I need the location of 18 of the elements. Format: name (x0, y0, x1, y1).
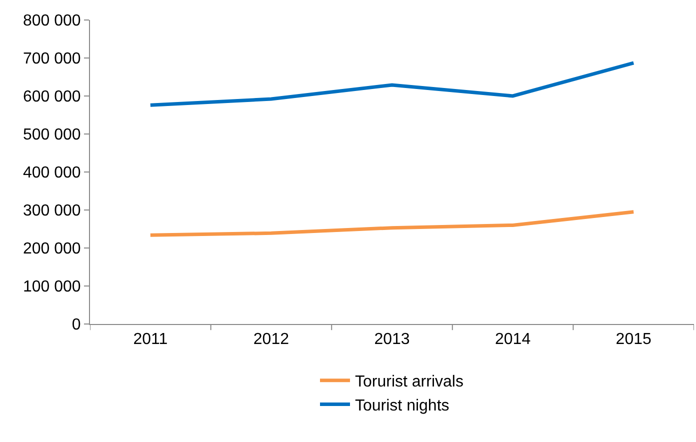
legend-label: Tourist nights (355, 397, 450, 414)
y-tick-label: 300 000 (22, 202, 81, 220)
y-tick-label: 600 000 (22, 88, 81, 106)
y-tick-label: 200 000 (22, 240, 81, 258)
y-tick-label: 700 000 (22, 50, 81, 68)
x-tick-label: 2015 (616, 331, 652, 348)
y-tick-label: 500 000 (22, 126, 81, 144)
legend-label: Torurist arrivals (355, 374, 464, 391)
y-tick-label: 0 (72, 316, 81, 334)
x-tick-label: 2012 (253, 331, 290, 348)
y-tick-label: 800 000 (22, 12, 81, 30)
line-series (148, 210, 636, 237)
y-tick-label: 400 000 (22, 164, 81, 182)
x-tick-label: 2014 (495, 331, 531, 348)
y-tick-label: 100 000 (22, 278, 81, 296)
line-series (148, 61, 636, 107)
x-tick-label: 2011 (133, 331, 168, 348)
x-tick-label: 2013 (374, 331, 410, 348)
